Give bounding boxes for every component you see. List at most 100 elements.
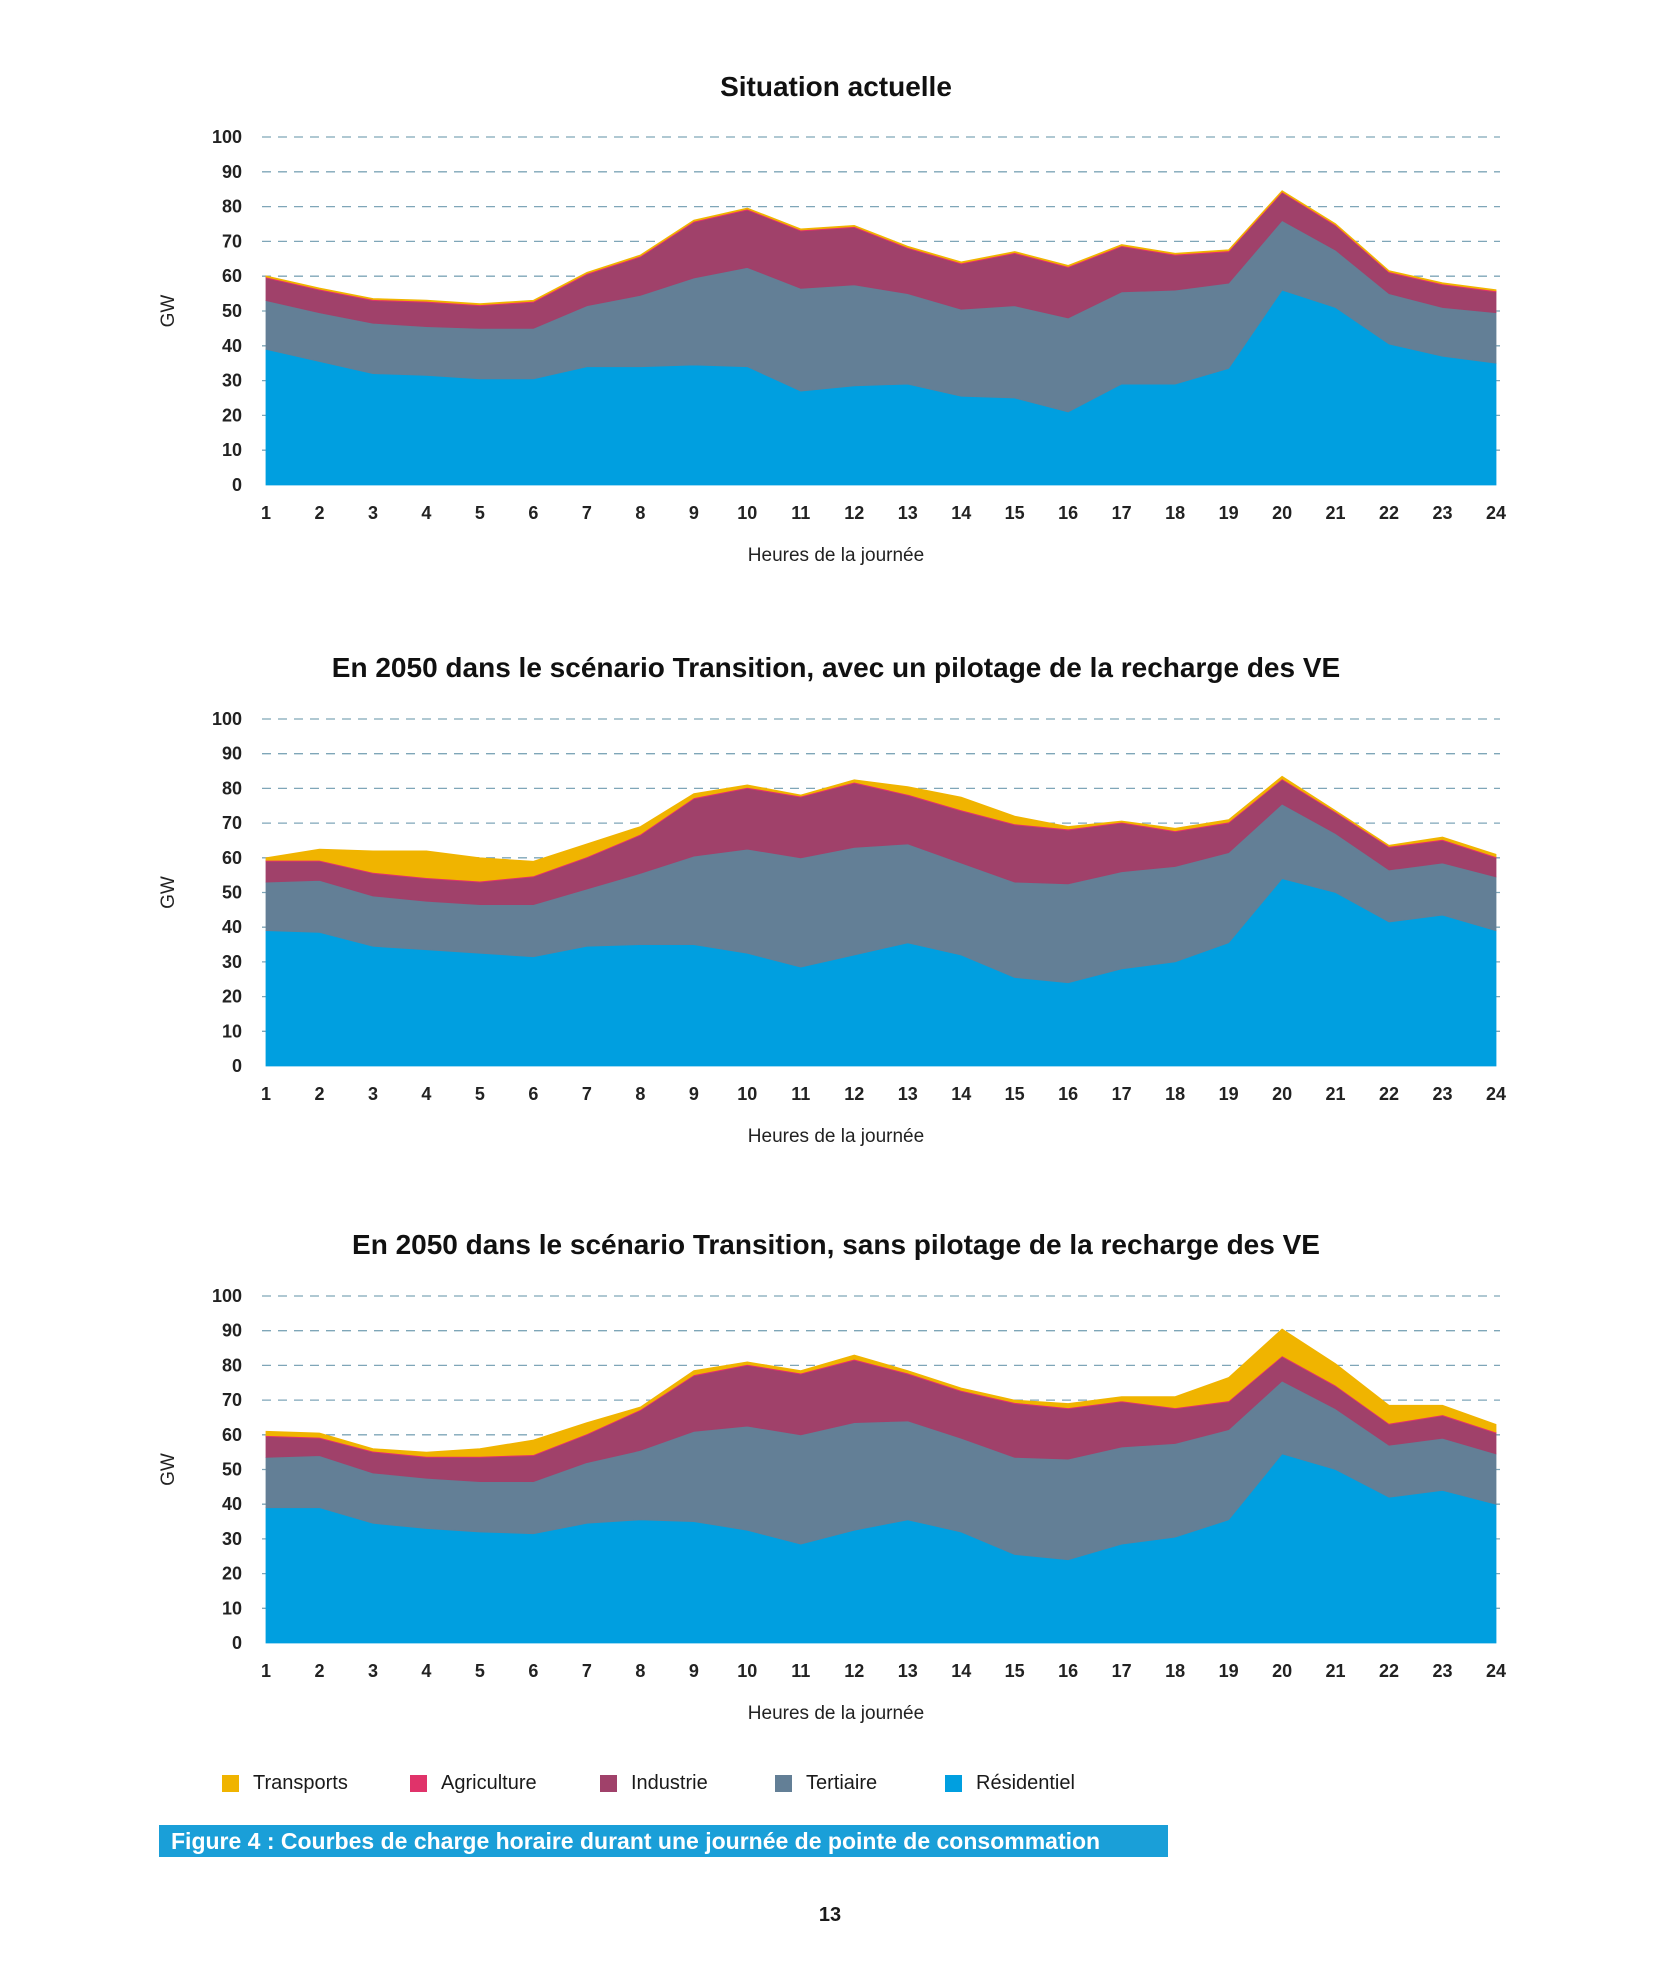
area-transports [265,775,1497,882]
x-tick-label: 21 [1326,1084,1346,1104]
legend-swatch [945,1775,962,1792]
y-tick-label: 100 [212,709,242,729]
x-tick-label: 21 [1326,503,1346,523]
legend-swatch [775,1775,792,1792]
legend-label: Industrie [631,1772,708,1794]
legend-item-transports: Transports [222,1772,410,1795]
x-tick-label: 1 [261,1661,271,1681]
area-transports [265,1328,1497,1457]
y-tick-label: 70 [222,1390,242,1410]
y-tick-label: 0 [232,1633,242,1653]
y-tick-label: 60 [222,266,242,286]
x-tick-label: 18 [1165,503,1185,523]
x-tick-label: 18 [1165,1661,1185,1681]
y-tick-label: 90 [222,1321,242,1341]
y-tick-label: 30 [222,952,242,972]
x-tick-label: 12 [844,1661,864,1681]
x-tick-label: 1 [261,1084,271,1104]
x-tick-label: 10 [737,1084,757,1104]
y-tick-label: 80 [222,197,242,217]
y-axis-label: GW [158,295,179,328]
y-tick-label: 0 [232,475,242,495]
x-tick-label: 19 [1219,1661,1239,1681]
x-axis-label: Heures de la journée [748,1126,924,1147]
x-tick-label: 13 [898,503,918,523]
chart-1: Situation actuelle 0 10 20 30 40 50 60 70 80 90 100… [158,71,1506,566]
legend: Transports Agriculture Industrie Tertiai… [222,1772,1145,1795]
x-tick-label: 15 [1005,1661,1025,1681]
x-tick-label: 8 [635,1084,645,1104]
y-tick-label: 80 [222,1355,242,1375]
legend-label: Tertiaire [806,1772,878,1794]
x-axis-label: Heures de la journée [748,1703,924,1724]
legend-swatch [600,1775,617,1792]
legend-swatch [410,1775,427,1792]
x-tick-label: 4 [421,503,431,523]
x-tick-label: 4 [421,1084,431,1104]
x-tick-label: 19 [1219,1084,1239,1104]
x-tick-label: 7 [582,1661,592,1681]
y-tick-label: 70 [222,231,242,251]
x-tick-label: 6 [528,503,538,523]
x-tick-label: 22 [1379,503,1399,523]
legend-label: Transports [253,1772,348,1794]
y-tick-label: 50 [222,883,242,903]
y-tick-label: 20 [222,987,242,1007]
x-tick-label: 15 [1005,1084,1025,1104]
figure-caption: Figure 4 : Courbes de charge horaire dur… [159,1825,1168,1857]
y-tick-label: 10 [222,1598,242,1618]
x-tick-label: 5 [475,1084,485,1104]
y-tick-label: 30 [222,371,242,391]
y-tick-label: 50 [222,301,242,321]
x-tick-label: 4 [421,1661,431,1681]
x-tick-label: 11 [791,503,810,523]
y-axis-label: GW [158,876,179,909]
x-tick-label: 19 [1219,503,1239,523]
x-tick-label: 9 [689,1661,699,1681]
y-tick-label: 90 [222,162,242,182]
x-tick-label: 24 [1486,1084,1506,1104]
x-tick-label: 17 [1112,1661,1132,1681]
x-tick-label: 3 [368,1084,378,1104]
y-tick-label: 70 [222,813,242,833]
chart-title: En 2050 dans le scénario Transition, ave… [332,652,1340,683]
legend-item-industrie: Industrie [600,1772,775,1795]
x-tick-label: 1 [261,503,271,523]
y-tick-label: 40 [222,917,242,937]
x-tick-label: 13 [898,1084,918,1104]
x-tick-label: 11 [791,1661,810,1681]
y-tick-label: 20 [222,1564,242,1584]
x-tick-label: 2 [314,1661,324,1681]
x-tick-label: 14 [951,1084,971,1104]
x-tick-label: 5 [475,1661,485,1681]
y-tick-label: 60 [222,848,242,868]
legend-item-tertiaire: Tertiaire [775,1772,945,1795]
y-tick-label: 40 [222,1494,242,1514]
legend-item-agriculture: Agriculture [410,1772,600,1795]
page-number: 13 [818,1904,842,1926]
x-tick-label: 7 [582,1084,592,1104]
legend-label: Résidentiel [976,1772,1075,1794]
x-tick-label: 8 [635,503,645,523]
x-tick-label: 10 [737,503,757,523]
x-tick-label: 22 [1379,1661,1399,1681]
x-tick-label: 14 [951,503,971,523]
x-tick-label: 10 [737,1661,757,1681]
x-tick-label: 15 [1005,503,1025,523]
x-tick-label: 21 [1326,1661,1346,1681]
y-axis-label: GW [158,1453,179,1486]
x-tick-label: 17 [1112,503,1132,523]
y-tick-label: 10 [222,440,242,460]
x-tick-label: 11 [791,1084,810,1104]
x-tick-label: 18 [1165,1084,1185,1104]
x-tick-label: 3 [368,503,378,523]
x-tick-label: 13 [898,1661,918,1681]
y-tick-label: 40 [222,336,242,356]
x-tick-label: 16 [1058,1661,1078,1681]
x-tick-label: 9 [689,503,699,523]
x-tick-label: 20 [1272,1084,1292,1104]
legend-item-residentiel: Résidentiel [945,1772,1145,1795]
x-tick-label: 23 [1433,1661,1453,1681]
x-tick-label: 6 [528,1661,538,1681]
